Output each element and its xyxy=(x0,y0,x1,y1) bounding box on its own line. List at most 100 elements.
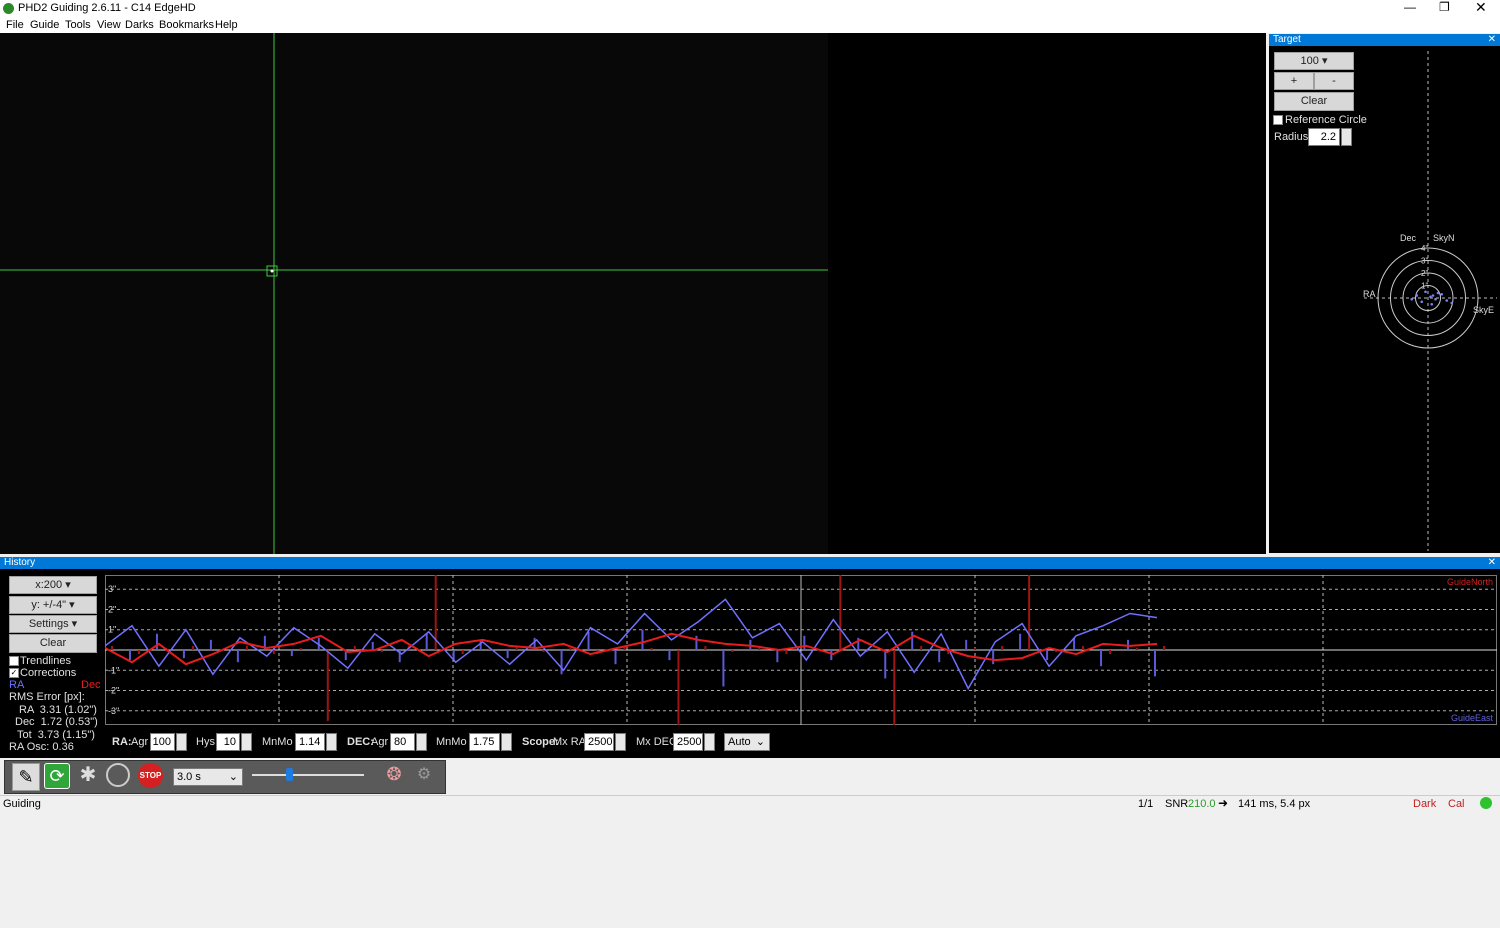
legend-dec: Dec xyxy=(81,679,101,691)
target-point xyxy=(1430,302,1434,306)
dec-agr-input[interactable]: 80 xyxy=(390,733,415,751)
history-header: History ✕ xyxy=(0,557,1500,569)
target-point xyxy=(1440,292,1444,296)
y-scale: y: +/-4" xyxy=(31,599,67,611)
target-clear-button[interactable]: Clear xyxy=(1274,92,1354,111)
target-plot: Dec SkyN RA SkyE 1" 2" 3" 4" xyxy=(1363,51,1497,551)
rms-ra: RA 3.31 (1.02") xyxy=(19,704,97,716)
trendlines-checkbox[interactable] xyxy=(9,656,19,666)
ra-axis-label: RA xyxy=(1363,289,1376,299)
history-clear-button[interactable]: Clear xyxy=(9,634,97,653)
plot-area xyxy=(105,575,1165,725)
correction-bar xyxy=(587,631,590,650)
correction-bar xyxy=(245,645,248,650)
minimize-button[interactable]: — xyxy=(1404,0,1416,14)
correction-bar xyxy=(731,650,734,653)
correction-bar xyxy=(803,635,806,650)
target-point xyxy=(1415,294,1419,297)
target-ring xyxy=(1415,285,1441,311)
y-tick-label: 1" xyxy=(108,625,116,635)
zoom-out-button[interactable]: - xyxy=(1314,72,1354,90)
menu-item[interactable]: View xyxy=(97,19,121,31)
mode-dropdown[interactable]: Auto ⌄ xyxy=(724,733,770,751)
ra-mnmo-input[interactable]: 1.14 xyxy=(295,733,325,751)
correction-bar xyxy=(1001,645,1004,650)
guide-button[interactable] xyxy=(106,763,130,787)
scale-dropdown[interactable]: 100 ▾ xyxy=(1274,52,1354,70)
target-ring xyxy=(1377,247,1479,349)
close-target[interactable]: ✕ xyxy=(1487,34,1496,45)
correction-bar xyxy=(182,650,185,659)
correction-bar xyxy=(830,650,833,661)
history-graph: GuideNorth GuideEast 3" 2" 1" -1" -2" -3" xyxy=(105,575,1497,725)
menu-item[interactable]: Bookmarks xyxy=(159,19,215,31)
x-scale: x:200 xyxy=(35,579,63,591)
gamma-thumb[interactable] xyxy=(286,768,293,781)
connection-indicator xyxy=(1480,797,1492,809)
correction-bar xyxy=(1055,650,1058,653)
correction-bar xyxy=(542,650,545,653)
close-history[interactable]: ✕ xyxy=(1487,557,1496,568)
exposure-dropdown[interactable]: 3.0 s ⌄ xyxy=(173,768,243,786)
correction-bar xyxy=(461,650,464,655)
reference-circle-checkbox[interactable] xyxy=(1273,115,1283,125)
target-point xyxy=(1429,295,1432,299)
radius-label: Radius: xyxy=(1274,131,1312,143)
zoom-in-button[interactable]: + xyxy=(1274,72,1314,90)
ra-hys-spinner[interactable] xyxy=(241,733,252,751)
y-tick-label: -2" xyxy=(108,686,119,696)
target-header: Target ✕ xyxy=(1269,34,1500,46)
correction-bar xyxy=(776,650,779,663)
ra-agr-input[interactable]: 100 xyxy=(150,733,175,751)
correction-bar xyxy=(488,647,491,650)
menu-item[interactable]: Guide xyxy=(30,19,60,31)
correction-bar xyxy=(425,633,428,650)
correction-bar xyxy=(371,641,374,650)
scope-label: Scope: xyxy=(522,736,559,748)
settings-dropdown[interactable]: Settings ▾ xyxy=(9,615,97,633)
dec-agr-spinner[interactable] xyxy=(416,733,427,751)
ra-agr-spinner[interactable] xyxy=(176,733,187,751)
mx-ra-spinner[interactable] xyxy=(615,733,626,751)
correction-bar xyxy=(866,650,869,653)
correction-bar xyxy=(884,650,887,679)
target-point xyxy=(1436,291,1440,295)
ra-hys-input[interactable]: 10 xyxy=(216,733,240,751)
tools-button[interactable]: ⚙ xyxy=(416,766,432,783)
mx-dec-input[interactable]: 2500 xyxy=(673,733,703,751)
ra-mnmo-label: MnMo xyxy=(262,736,293,748)
app-window: PHD2 Guiding 2.6.11 - C14 EdgeHD — ❐ ✕ F… xyxy=(0,0,1500,811)
ring-label: 4" xyxy=(1421,244,1428,253)
stop-button[interactable]: STOP xyxy=(138,763,163,788)
correction-bar xyxy=(479,639,482,650)
menu-item[interactable]: File xyxy=(6,19,24,31)
brain-button[interactable]: ❂ xyxy=(386,764,402,784)
connect-button[interactable]: ✎ xyxy=(12,763,40,791)
loop-button[interactable]: ⟳ xyxy=(44,763,70,789)
rms-total: Tot 3.73 (1.15") xyxy=(17,729,95,741)
close-button[interactable]: ✕ xyxy=(1475,0,1487,15)
maximize-button[interactable]: ❐ xyxy=(1439,0,1450,14)
mx-ra-input[interactable]: 2500 xyxy=(584,733,614,751)
mx-dec-spinner[interactable] xyxy=(704,733,715,751)
menu-item[interactable]: Tools xyxy=(65,19,91,31)
correction-bar xyxy=(434,575,437,650)
ra-hys-label: Hys xyxy=(196,736,215,748)
menu-item[interactable]: Help xyxy=(215,19,238,31)
auto-select-button[interactable]: ✱ xyxy=(79,764,97,786)
radius-spinner[interactable] xyxy=(1341,128,1352,146)
correction-bar xyxy=(1154,650,1156,677)
ra-params-label: RA: xyxy=(112,736,132,748)
dec-axis-label: Dec xyxy=(1400,233,1417,243)
correction-bar xyxy=(893,650,896,725)
x-scale-dropdown[interactable]: x:200 ▾ xyxy=(9,576,97,594)
radius-input[interactable]: 2.2 xyxy=(1308,128,1340,146)
target-point xyxy=(1424,290,1427,294)
menu-item[interactable]: Darks xyxy=(125,19,154,31)
dec-mnmo-input[interactable]: 1.75 xyxy=(469,733,500,751)
dec-mnmo-spinner[interactable] xyxy=(501,733,512,751)
y-scale-dropdown[interactable]: y: +/-4" ▾ xyxy=(9,596,97,614)
gamma-slider[interactable] xyxy=(252,774,364,776)
ra-mnmo-spinner[interactable] xyxy=(326,733,337,751)
corrections-checkbox[interactable]: ✓ xyxy=(9,668,19,678)
